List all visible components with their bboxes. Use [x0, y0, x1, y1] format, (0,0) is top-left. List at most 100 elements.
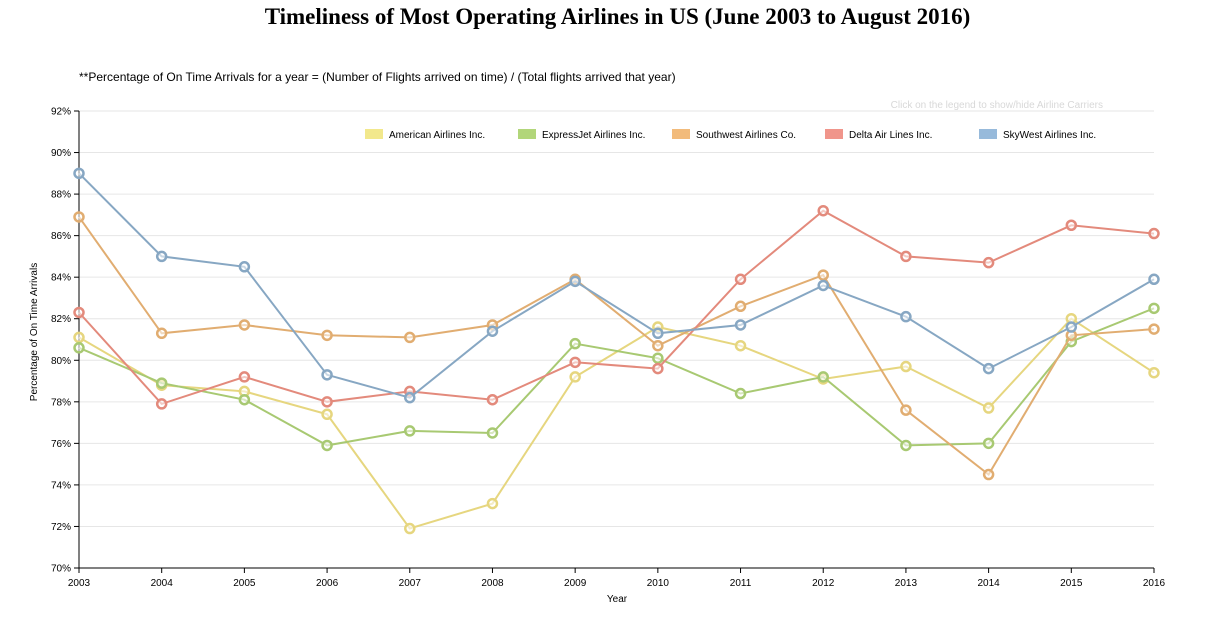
data-point[interactable]	[321, 408, 333, 421]
data-point[interactable]	[486, 325, 499, 337]
y-tick-label: 92%	[51, 107, 71, 118]
x-tick-label: 2016	[1143, 578, 1166, 589]
legend-label[interactable]: Southwest Airlines Co.	[696, 130, 796, 141]
chart-subtitle-note: **Percentage of On Time Arrivals for a y…	[79, 70, 676, 84]
legend-hint: Click on the legend to show/hide Airline…	[891, 100, 1103, 111]
data-point[interactable]	[321, 396, 333, 408]
data-point[interactable]	[73, 342, 85, 354]
y-tick-label: 76%	[51, 439, 71, 450]
data-point[interactable]	[734, 387, 747, 400]
data-point[interactable]	[569, 371, 581, 383]
data-point[interactable]	[1148, 302, 1160, 315]
data-point[interactable]	[900, 360, 912, 373]
data-point[interactable]	[404, 331, 416, 344]
legend-label[interactable]: ExpressJet Airlines Inc.	[542, 130, 645, 141]
data-point[interactable]	[238, 393, 251, 406]
data-point[interactable]	[817, 204, 829, 217]
data-point[interactable]	[982, 468, 995, 481]
data-point[interactable]	[155, 250, 168, 263]
y-tick-label: 72%	[51, 522, 71, 533]
data-point[interactable]	[155, 377, 168, 389]
data-point[interactable]	[73, 306, 85, 319]
data-point[interactable]	[73, 211, 85, 223]
x-tick-label: 2015	[1060, 578, 1083, 589]
data-point[interactable]	[569, 356, 581, 369]
data-point[interactable]	[404, 522, 416, 535]
data-point[interactable]	[73, 167, 85, 180]
data-point[interactable]	[817, 279, 829, 292]
legend-label[interactable]: Delta Air Lines Inc.	[849, 130, 932, 141]
series	[73, 211, 1160, 481]
data-point[interactable]	[155, 398, 168, 410]
data-point[interactable]	[404, 425, 416, 437]
data-point[interactable]	[652, 327, 664, 340]
legend-swatch[interactable]	[365, 129, 383, 139]
data-point[interactable]	[734, 319, 747, 331]
chart-title: Timeliness of Most Operating Airlines in…	[264, 4, 971, 29]
data-point[interactable]	[1148, 366, 1160, 379]
data-point[interactable]	[900, 250, 912, 263]
data-point[interactable]	[238, 319, 251, 331]
data-point[interactable]	[734, 339, 747, 352]
data-point[interactable]	[404, 391, 416, 404]
x-tick-label: 2006	[316, 578, 339, 589]
data-point[interactable]	[321, 439, 333, 452]
legend-swatch[interactable]	[518, 129, 536, 139]
data-point[interactable]	[1148, 273, 1160, 286]
data-point[interactable]	[652, 362, 664, 375]
data-point[interactable]	[321, 329, 333, 342]
data-point[interactable]	[238, 261, 251, 273]
data-point[interactable]	[734, 300, 747, 313]
legend-item[interactable]: ExpressJet Airlines Inc.	[518, 129, 645, 141]
data-point[interactable]	[1065, 321, 1078, 333]
legend-item[interactable]: Delta Air Lines Inc.	[825, 129, 932, 141]
data-point[interactable]	[652, 352, 664, 364]
legend-label[interactable]: SkyWest Airlines Inc.	[1003, 130, 1096, 141]
series-line	[78, 216, 1155, 476]
legend-swatch[interactable]	[672, 129, 690, 139]
data-point[interactable]	[1065, 219, 1078, 231]
data-point[interactable]	[155, 327, 168, 340]
x-axis-title: Year	[607, 594, 628, 605]
series-line	[78, 172, 1155, 399]
data-point[interactable]	[900, 404, 912, 416]
data-point[interactable]	[569, 337, 581, 350]
x-tick-labels: 2003 2004 2005 2006 2007 2008 2009 2010 2011 2012…	[68, 568, 1166, 589]
data-point[interactable]	[1148, 323, 1160, 335]
legend-item[interactable]: American Airlines Inc.	[365, 129, 485, 141]
data-point[interactable]	[238, 371, 251, 383]
data-point[interactable]	[486, 393, 499, 406]
data-point[interactable]	[73, 331, 85, 344]
data-point[interactable]	[1148, 227, 1160, 240]
x-tick-label: 2008	[481, 578, 504, 589]
series	[73, 204, 1160, 410]
y-tick-label: 74%	[51, 480, 71, 491]
y-axis-title: Percentage of On Time Arrivals	[29, 263, 40, 401]
legend-swatch[interactable]	[825, 129, 843, 139]
data-point[interactable]	[817, 371, 829, 383]
data-point[interactable]	[569, 275, 581, 288]
data-point[interactable]	[486, 497, 499, 510]
data-point[interactable]	[900, 439, 912, 452]
data-point[interactable]	[982, 437, 995, 450]
data-point[interactable]	[982, 362, 995, 375]
series-line	[78, 209, 1155, 406]
y-tick-label: 90%	[51, 148, 71, 159]
data-point[interactable]	[817, 269, 829, 281]
legend-swatch[interactable]	[979, 129, 997, 139]
series	[73, 167, 1160, 404]
data-point[interactable]	[982, 256, 995, 269]
x-tick-label: 2003	[68, 578, 91, 589]
data-point[interactable]	[900, 310, 912, 323]
legend-item[interactable]: Southwest Airlines Co.	[672, 129, 796, 141]
data-point[interactable]	[982, 402, 995, 414]
data-point[interactable]	[486, 427, 499, 439]
data-point[interactable]	[734, 273, 747, 286]
x-tick-label: 2013	[895, 578, 918, 589]
data-point[interactable]	[652, 339, 664, 352]
data-point[interactable]	[321, 369, 333, 381]
y-tick-label: 80%	[51, 356, 71, 367]
y-tick-label: 82%	[51, 314, 71, 325]
legend-item[interactable]: SkyWest Airlines Inc.	[979, 129, 1096, 141]
legend-label[interactable]: American Airlines Inc.	[389, 130, 485, 141]
